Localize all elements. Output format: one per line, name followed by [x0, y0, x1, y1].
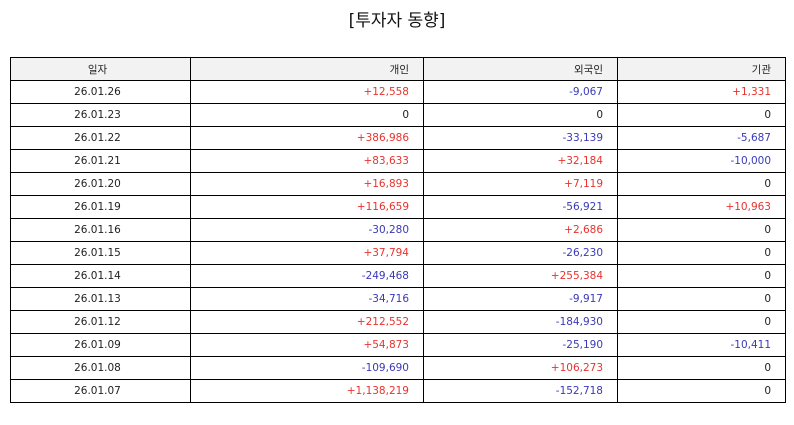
table-row: 26.01.26 +12,558 -9,067 +1,331: [10, 80, 786, 104]
cell-date: 26.01.26: [10, 80, 191, 104]
header-institution: 기관: [617, 57, 786, 81]
cell-individual: +54,873: [190, 333, 424, 357]
cell-individual: -109,690: [190, 356, 424, 380]
cell-individual: +12,558: [190, 80, 424, 104]
cell-institution: 0: [617, 264, 786, 288]
cell-institution: 0: [617, 356, 786, 380]
cell-foreign: +255,384: [423, 264, 618, 288]
table-row: 26.01.13 -34,716 -9,917 0: [10, 287, 786, 311]
cell-institution: 0: [617, 218, 786, 242]
header-individual: 개인: [190, 57, 424, 81]
header-date: 일자: [10, 57, 191, 81]
table-row: 26.01.08 -109,690 +106,273 0: [10, 356, 786, 380]
table-row: 26.01.15 +37,794 -26,230 0: [10, 241, 786, 265]
cell-foreign: -33,139: [423, 126, 618, 150]
cell-institution: +10,963: [617, 195, 786, 219]
table-row: 26.01.21 +83,633 +32,184 -10,000: [10, 149, 786, 173]
table-body: 26.01.26 +12,558 -9,067 +1,331 26.01.23 0 0 0 26…: [10, 80, 786, 403]
cell-individual: +37,794: [190, 241, 424, 265]
page-title: [투자자 동향]: [348, 11, 446, 31]
table-row: 26.01.20 +16,893 +7,119 0: [10, 172, 786, 196]
cell-date: 26.01.08: [10, 356, 191, 380]
table-row: 26.01.19 +116,659 -56,921 +10,963: [10, 195, 786, 219]
investor-trend-table: 일자 개인 외국인 기관 26.01.26 +12,558 -9,067 +1,331…: [10, 57, 786, 403]
cell-foreign: +32,184: [423, 149, 618, 173]
header-row: 일자 개인 외국인 기관: [10, 57, 786, 81]
table-row: 26.01.12 +212,552 -184,930 0: [10, 310, 786, 334]
cell-foreign: -26,230: [423, 241, 618, 265]
cell-foreign: -25,190: [423, 333, 618, 357]
cell-foreign: +2,686: [423, 218, 618, 242]
cell-institution: 0: [617, 379, 786, 403]
cell-date: 26.01.09: [10, 333, 191, 357]
cell-date: 26.01.07: [10, 379, 191, 403]
header-foreign: 외국인: [423, 57, 618, 81]
cell-institution: 0: [617, 103, 786, 127]
cell-foreign: -9,067: [423, 80, 618, 104]
cell-individual: -249,468: [190, 264, 424, 288]
cell-foreign: -152,718: [423, 379, 618, 403]
cell-individual: +116,659: [190, 195, 424, 219]
cell-date: 26.01.15: [10, 241, 191, 265]
cell-institution: -10,411: [617, 333, 786, 357]
cell-date: 26.01.13: [10, 287, 191, 311]
cell-foreign: -184,930: [423, 310, 618, 334]
cell-date: 26.01.14: [10, 264, 191, 288]
table-row: 26.01.07 +1,138,219 -152,718 0: [10, 379, 786, 403]
table-row: 26.01.09 +54,873 -25,190 -10,411: [10, 333, 786, 357]
cell-institution: 0: [617, 287, 786, 311]
cell-individual: +386,986: [190, 126, 424, 150]
cell-individual: -30,280: [190, 218, 424, 242]
cell-institution: -10,000: [617, 149, 786, 173]
cell-individual: +212,552: [190, 310, 424, 334]
cell-institution: -5,687: [617, 126, 786, 150]
cell-institution: 0: [617, 310, 786, 334]
cell-date: 26.01.12: [10, 310, 191, 334]
table-row: 26.01.23 0 0 0: [10, 103, 786, 127]
cell-individual: -34,716: [190, 287, 424, 311]
table-row: 26.01.16 -30,280 +2,686 0: [10, 218, 786, 242]
cell-institution: +1,331: [617, 80, 786, 104]
cell-institution: 0: [617, 241, 786, 265]
cell-individual: +1,138,219: [190, 379, 424, 403]
cell-foreign: -56,921: [423, 195, 618, 219]
cell-institution: 0: [617, 172, 786, 196]
cell-individual: +83,633: [190, 149, 424, 173]
cell-foreign: 0: [423, 103, 618, 127]
cell-date: 26.01.22: [10, 126, 191, 150]
cell-date: 26.01.16: [10, 218, 191, 242]
cell-foreign: +7,119: [423, 172, 618, 196]
cell-individual: +16,893: [190, 172, 424, 196]
table-row: 26.01.22 +386,986 -33,139 -5,687: [10, 126, 786, 150]
cell-date: 26.01.23: [10, 103, 191, 127]
cell-foreign: +106,273: [423, 356, 618, 380]
cell-date: 26.01.20: [10, 172, 191, 196]
cell-foreign: -9,917: [423, 287, 618, 311]
cell-date: 26.01.21: [10, 149, 191, 173]
cell-individual: 0: [190, 103, 424, 127]
cell-date: 26.01.19: [10, 195, 191, 219]
table-header: 일자 개인 외국인 기관: [10, 57, 786, 81]
table-row: 26.01.14 -249,468 +255,384 0: [10, 264, 786, 288]
